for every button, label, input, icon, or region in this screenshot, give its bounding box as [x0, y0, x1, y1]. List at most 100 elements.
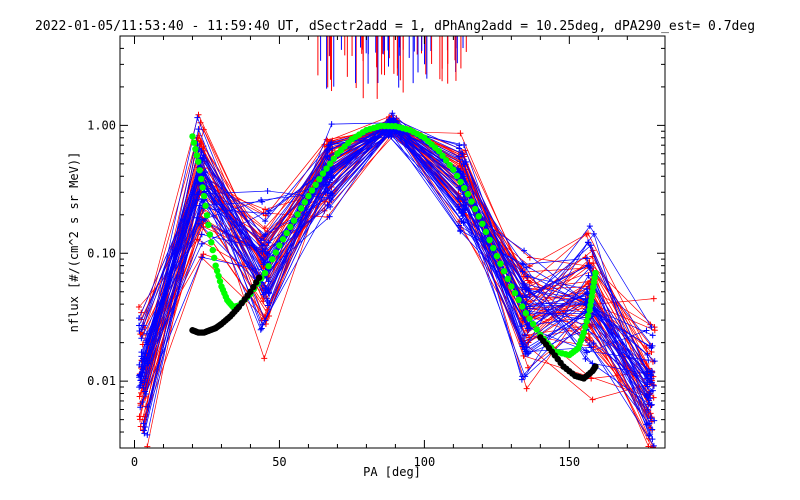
trace-marker [456, 142, 463, 149]
fit-point [582, 323, 589, 331]
trace-marker [650, 394, 657, 401]
trace-marker [195, 220, 202, 227]
trace-marker [646, 432, 653, 439]
trace-marker [324, 138, 331, 145]
fit-point [283, 229, 290, 237]
trace-marker [588, 344, 595, 351]
trace-marker [141, 379, 148, 386]
trace-marker [142, 337, 149, 344]
trace-marker [137, 416, 144, 423]
trace-marker [584, 290, 591, 297]
trace-marker [261, 225, 268, 232]
trace-marker [195, 126, 202, 133]
trace-marker [135, 315, 142, 322]
fit-point [216, 278, 224, 285]
trace-marker [260, 233, 267, 240]
trace-marker [136, 393, 143, 400]
trace-marker [262, 246, 269, 253]
fit-point [255, 274, 263, 281]
fit-point [197, 175, 205, 183]
trace-marker [650, 382, 657, 389]
trace-marker [522, 373, 529, 380]
x-tick-label: 150 [558, 455, 580, 469]
fit-point [196, 167, 203, 174]
trace-marker [328, 196, 335, 203]
trace-marker [647, 415, 654, 422]
trace-marker [142, 388, 149, 395]
trace-marker [651, 358, 658, 365]
fit-point [203, 212, 211, 219]
fit-point [312, 181, 319, 189]
fit-point [195, 158, 202, 165]
trace-marker [523, 385, 530, 392]
fit-point [439, 152, 446, 159]
trace-marker [643, 392, 650, 399]
fit-point [250, 283, 257, 291]
trace-marker [589, 360, 596, 367]
trace-marker [262, 218, 269, 225]
trace-marker [198, 231, 205, 238]
fit-point [515, 296, 522, 304]
trace-marker [649, 387, 656, 394]
trace-marker [323, 174, 330, 181]
fit-point [189, 133, 196, 140]
trace-marker [585, 272, 592, 279]
fit-point [190, 139, 198, 146]
trace-marker [136, 384, 143, 391]
fit-point [479, 220, 486, 227]
trace-marker [327, 190, 334, 197]
plot-frame [119, 35, 666, 449]
fit-point [212, 262, 219, 269]
trace-marker [645, 443, 652, 448]
fit-point [253, 279, 260, 286]
fit-point [294, 211, 301, 218]
trace-marker [585, 279, 592, 286]
trace-marker [590, 260, 597, 267]
trace-marker [647, 395, 654, 402]
trace-marker [258, 325, 265, 332]
trace-marker [137, 423, 144, 430]
trace-marker [257, 326, 264, 333]
trace-marker [585, 330, 592, 337]
trace-marker [323, 153, 330, 160]
trace-marker [195, 111, 202, 118]
x-tick-label: 0 [131, 455, 138, 469]
fit-point [519, 303, 526, 310]
fit-point [446, 161, 453, 169]
trace-marker [264, 188, 271, 195]
x-tick-label: 50 [272, 455, 286, 469]
fit-point [319, 170, 327, 177]
fit-point [504, 275, 511, 283]
trace-marker [461, 199, 468, 206]
trace-marker [260, 291, 267, 298]
trace-marker [198, 240, 205, 247]
fit-point [316, 175, 323, 183]
trace-marker [644, 374, 651, 381]
fit-point [511, 289, 519, 297]
trace-marker [260, 256, 267, 263]
trace-marker [325, 142, 332, 149]
trace-marker [137, 404, 144, 411]
trace-marker [586, 223, 593, 230]
fit-point [592, 269, 599, 277]
fit-point [330, 155, 337, 162]
trace-marker [136, 374, 143, 381]
trace-marker [526, 324, 533, 331]
fit-curves [189, 122, 599, 382]
fit-point [290, 217, 298, 224]
trace-marker [144, 443, 151, 448]
fit-point [475, 213, 482, 220]
fit-point [287, 223, 294, 231]
trace-marker [262, 206, 269, 213]
trace-marker [194, 180, 201, 187]
trace-marker [200, 154, 207, 161]
trace-marker [651, 417, 658, 424]
trace-marker [135, 304, 142, 311]
fit-point [279, 236, 287, 243]
trace-marker [584, 349, 591, 356]
fit-point [584, 312, 592, 319]
trace-marker [644, 369, 651, 376]
trace-marker [327, 203, 334, 210]
x-tick-label: 100 [414, 455, 436, 469]
